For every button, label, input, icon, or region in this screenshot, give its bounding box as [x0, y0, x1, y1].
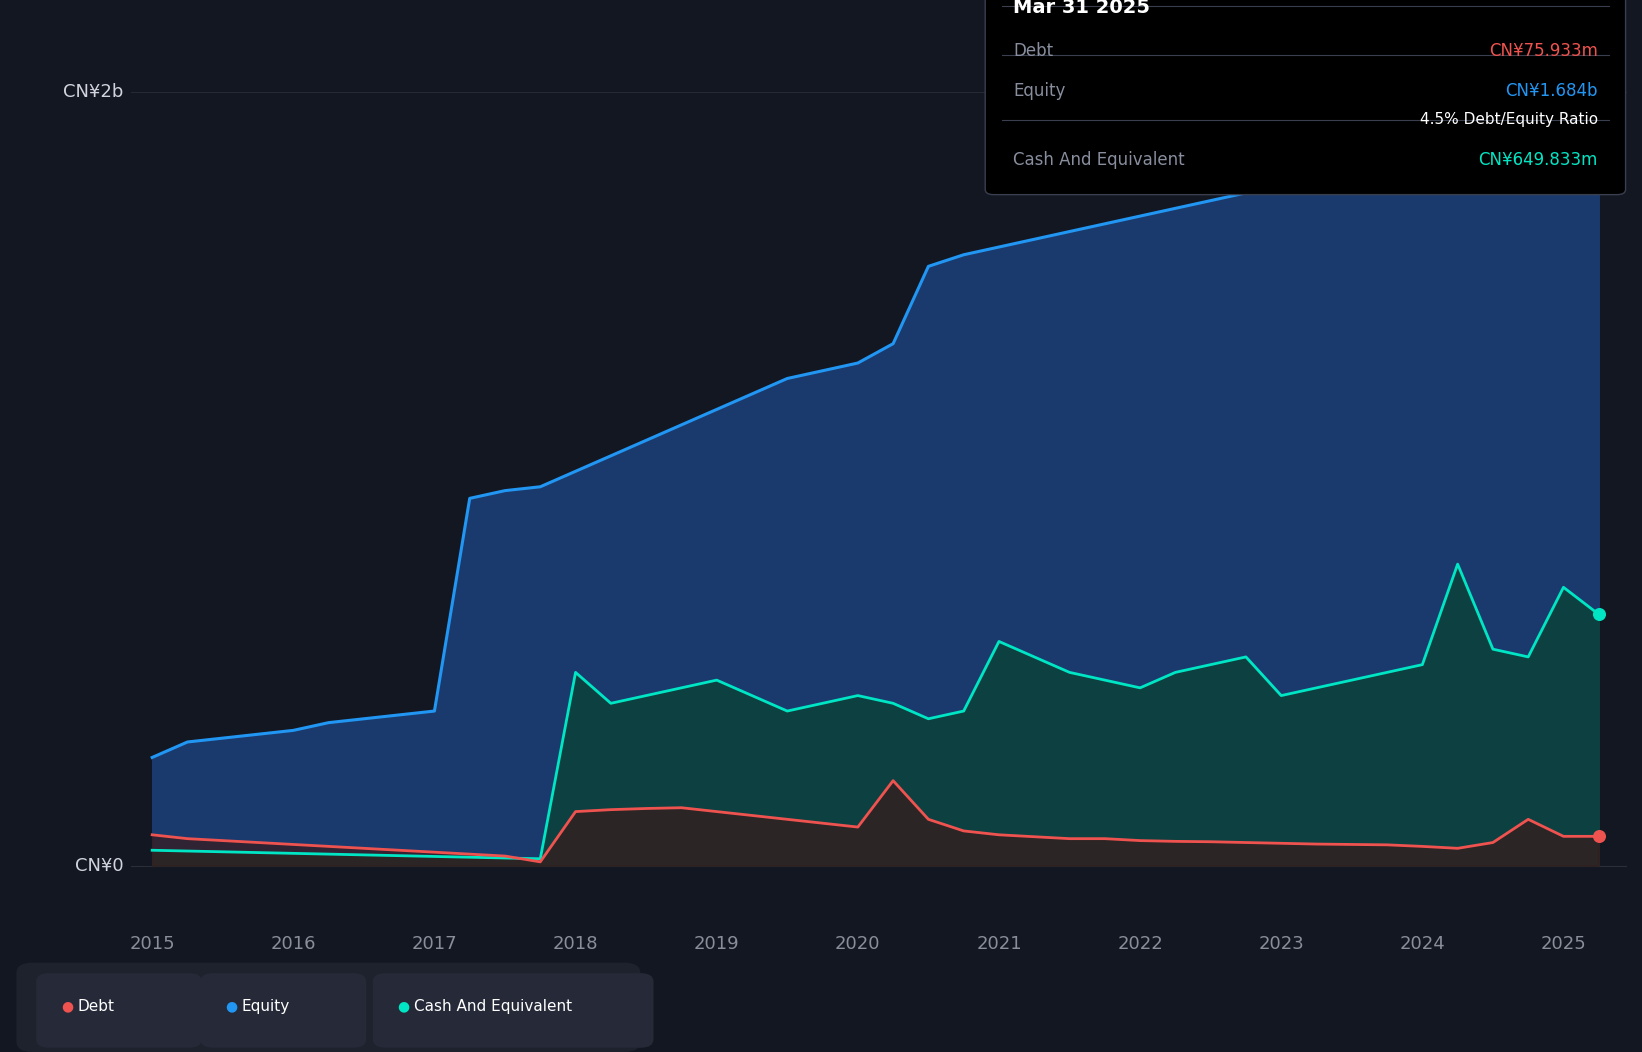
Text: CN¥2b: CN¥2b: [62, 83, 123, 101]
Text: Debt: Debt: [77, 999, 115, 1014]
Text: CN¥649.833m: CN¥649.833m: [1478, 151, 1598, 169]
Text: ●: ●: [61, 999, 72, 1014]
Point: [1586, 828, 1612, 845]
Point: [1586, 606, 1612, 623]
Text: Cash And Equivalent: Cash And Equivalent: [414, 999, 571, 1014]
Point: [1586, 53, 1612, 69]
Text: Mar 31 2025: Mar 31 2025: [1013, 0, 1149, 17]
Text: Cash And Equivalent: Cash And Equivalent: [1013, 151, 1186, 169]
Text: Debt: Debt: [1013, 42, 1053, 60]
Text: ●: ●: [397, 999, 409, 1014]
Text: CN¥0: CN¥0: [76, 856, 123, 874]
Text: CN¥1.684b: CN¥1.684b: [1506, 82, 1598, 100]
Text: Equity: Equity: [1013, 82, 1066, 100]
Text: 4.5% Debt/Equity Ratio: 4.5% Debt/Equity Ratio: [1420, 112, 1598, 126]
Text: ●: ●: [225, 999, 236, 1014]
Text: CN¥75.933m: CN¥75.933m: [1489, 42, 1598, 60]
Text: Equity: Equity: [241, 999, 289, 1014]
